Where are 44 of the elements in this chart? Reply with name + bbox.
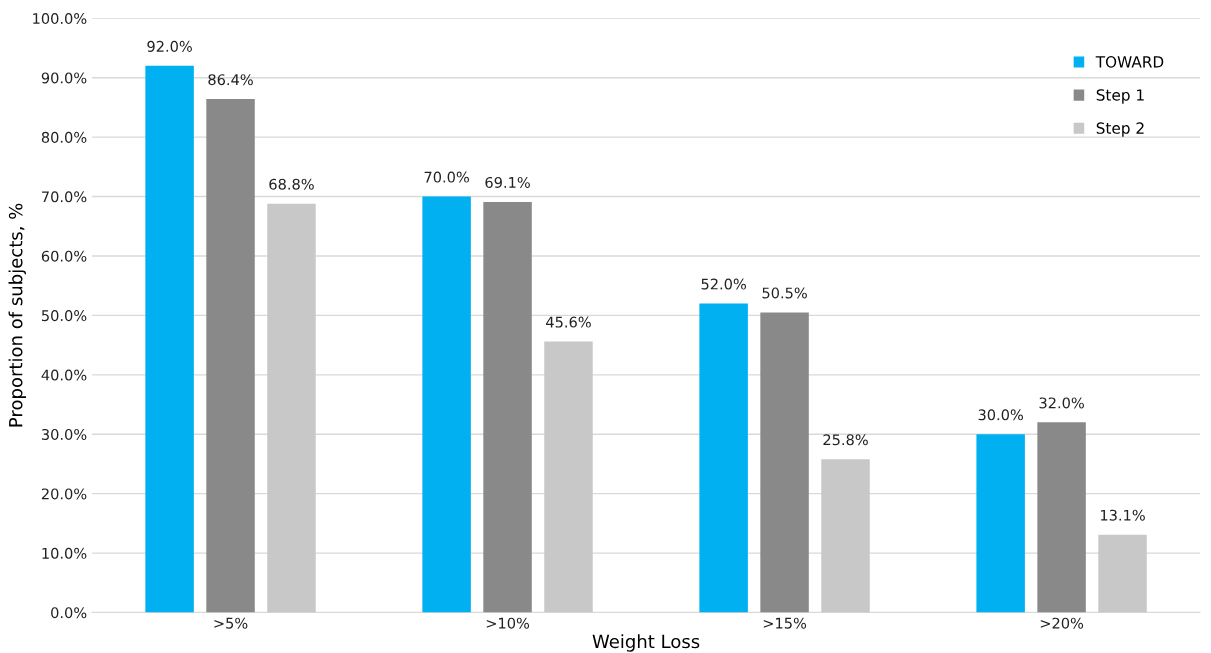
y-tick-label: 20.0%	[41, 488, 87, 500]
bar	[821, 459, 870, 613]
bar	[1098, 534, 1147, 613]
y-tick-label: 10.0%	[42, 547, 87, 559]
y-tick-label: 80.0%	[41, 131, 87, 143]
data-label: 13.1%	[1100, 509, 1145, 521]
data-label: 52.0%	[701, 278, 746, 290]
y-tick-label: 70.0%	[42, 191, 87, 203]
y-tick-label: 40.0%	[41, 369, 87, 381]
y-tick-label: 60.0%	[41, 250, 87, 262]
y-tick-label: 50.0%	[41, 310, 87, 322]
data-label: 50.5%	[762, 287, 807, 299]
y-tick-label: 100.0%	[33, 13, 87, 25]
data-label: 70.0%	[424, 171, 469, 183]
bar	[699, 303, 748, 613]
x-tick-label: >10%	[486, 617, 530, 629]
data-label: 30.0%	[978, 409, 1024, 421]
bar	[483, 201, 532, 613]
bar	[976, 434, 1025, 613]
data-label: 86.4%	[208, 74, 253, 86]
legend-label: Step 2	[1096, 122, 1144, 137]
x-tick-label: >5%	[214, 617, 248, 629]
legend-label: Step 1	[1096, 89, 1144, 104]
bar	[1037, 422, 1086, 613]
x-axis-title: Weight Loss	[592, 634, 700, 652]
x-tick-label: >20%	[1040, 617, 1084, 629]
y-axis-title: Proportion of subjects, %	[8, 203, 27, 427]
bar	[145, 65, 194, 613]
bar	[760, 312, 809, 613]
y-tick-label: 0.0%	[51, 607, 87, 619]
bar	[544, 341, 593, 613]
y-tick-label: 30.0%	[41, 428, 87, 440]
data-label: 92.0%	[147, 40, 192, 52]
data-label: 68.8%	[269, 178, 314, 190]
data-label: 25.8%	[823, 434, 868, 446]
y-tick-label: 90.0%	[41, 72, 87, 84]
data-label: 32.0%	[1039, 397, 1084, 409]
bar	[422, 196, 471, 613]
bar	[206, 99, 255, 613]
data-label: 45.6%	[546, 316, 591, 328]
x-tick-label: >15%	[763, 617, 807, 629]
bar	[267, 203, 316, 613]
data-label: 69.1%	[485, 176, 530, 188]
legend-label: TOWARD	[1095, 56, 1164, 68]
